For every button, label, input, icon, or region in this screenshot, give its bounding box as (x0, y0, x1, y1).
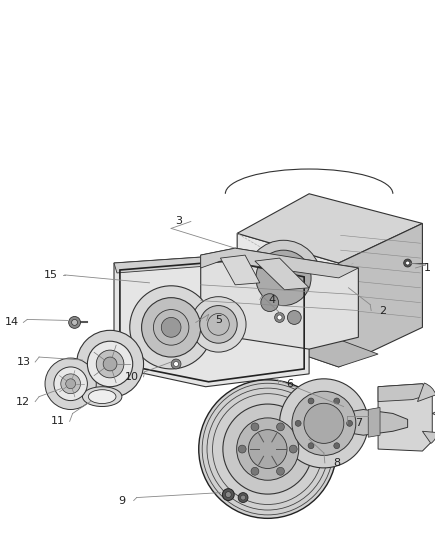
Circle shape (103, 357, 117, 371)
Circle shape (308, 398, 314, 404)
Circle shape (161, 318, 181, 337)
Polygon shape (339, 223, 422, 367)
Circle shape (304, 403, 344, 443)
Text: 10: 10 (125, 372, 139, 382)
Circle shape (334, 398, 340, 404)
Circle shape (191, 297, 246, 352)
Circle shape (295, 421, 301, 426)
Circle shape (45, 358, 96, 409)
Circle shape (250, 327, 260, 337)
Circle shape (256, 250, 311, 305)
Circle shape (251, 467, 259, 475)
Circle shape (256, 289, 283, 317)
Circle shape (308, 443, 314, 449)
Text: 14: 14 (4, 318, 18, 327)
Circle shape (199, 380, 337, 519)
Circle shape (130, 286, 212, 369)
Circle shape (141, 297, 201, 357)
Polygon shape (114, 255, 309, 387)
Circle shape (276, 423, 284, 431)
Text: 6: 6 (286, 379, 293, 389)
Circle shape (292, 391, 356, 455)
Circle shape (72, 319, 78, 325)
Polygon shape (368, 408, 380, 437)
Polygon shape (378, 384, 432, 401)
Text: 9: 9 (118, 496, 125, 505)
Text: 13: 13 (16, 357, 30, 367)
Circle shape (246, 240, 321, 316)
Circle shape (54, 367, 88, 401)
Text: 8: 8 (333, 458, 340, 468)
Text: 3: 3 (176, 216, 183, 227)
Circle shape (225, 491, 231, 498)
Polygon shape (201, 248, 358, 278)
Circle shape (237, 418, 299, 480)
Text: 2: 2 (379, 305, 387, 316)
Circle shape (238, 492, 248, 503)
Circle shape (283, 306, 305, 328)
Circle shape (265, 258, 275, 268)
Text: 4: 4 (268, 295, 275, 305)
Wedge shape (432, 406, 438, 421)
Polygon shape (220, 255, 260, 285)
Ellipse shape (88, 390, 116, 403)
Circle shape (69, 317, 81, 328)
Polygon shape (378, 384, 432, 451)
Text: 5: 5 (215, 316, 222, 326)
Circle shape (240, 495, 246, 500)
Circle shape (238, 445, 246, 453)
Polygon shape (237, 318, 378, 367)
Circle shape (88, 341, 133, 387)
Circle shape (334, 443, 340, 449)
Circle shape (223, 489, 234, 500)
Circle shape (77, 330, 144, 398)
Circle shape (200, 305, 237, 343)
Circle shape (406, 261, 410, 265)
Circle shape (173, 361, 179, 367)
Circle shape (251, 423, 259, 431)
Polygon shape (237, 233, 339, 367)
Circle shape (279, 379, 368, 468)
Text: 11: 11 (51, 416, 65, 426)
Circle shape (275, 312, 284, 322)
Polygon shape (237, 194, 422, 263)
Text: 12: 12 (16, 397, 30, 407)
Circle shape (289, 445, 297, 453)
Ellipse shape (82, 387, 122, 407)
Circle shape (346, 421, 353, 426)
Polygon shape (255, 258, 309, 290)
Circle shape (61, 374, 81, 394)
Circle shape (287, 311, 301, 325)
Circle shape (96, 350, 124, 378)
Circle shape (153, 310, 189, 345)
Circle shape (404, 259, 412, 267)
Wedge shape (422, 431, 437, 443)
Text: 15: 15 (44, 270, 58, 280)
Circle shape (208, 313, 229, 335)
Circle shape (277, 315, 282, 320)
Circle shape (261, 294, 279, 311)
Circle shape (223, 404, 313, 494)
Circle shape (276, 467, 284, 475)
Circle shape (66, 379, 76, 389)
Circle shape (171, 359, 181, 369)
Wedge shape (417, 383, 436, 401)
Polygon shape (201, 248, 358, 349)
Text: 1: 1 (424, 263, 431, 273)
Polygon shape (339, 409, 408, 435)
Text: 7: 7 (355, 418, 362, 429)
Circle shape (309, 337, 319, 347)
Circle shape (248, 430, 287, 469)
Polygon shape (114, 255, 309, 281)
